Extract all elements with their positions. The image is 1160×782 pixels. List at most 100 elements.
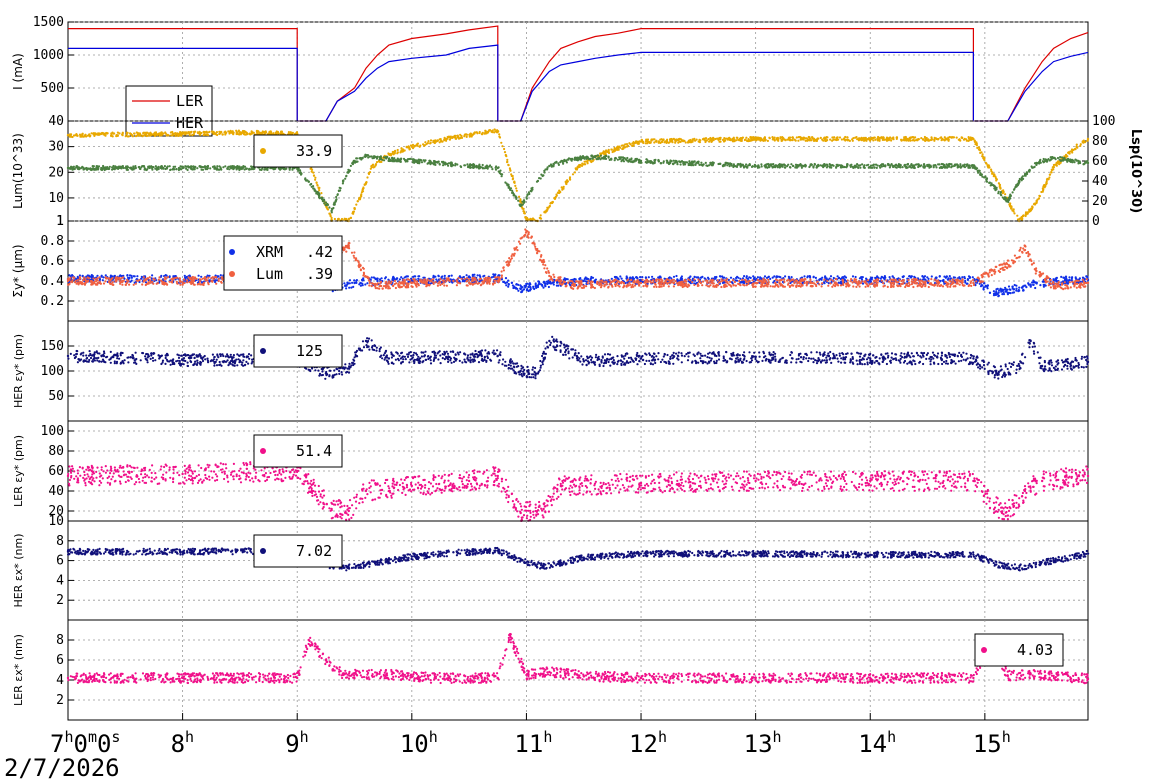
data-point	[923, 166, 926, 169]
data-point	[953, 276, 957, 279]
data-point	[908, 165, 911, 168]
data-point	[145, 168, 148, 172]
data-point	[923, 163, 926, 166]
data-point	[140, 166, 143, 169]
data-point	[583, 157, 586, 160]
series-lum	[66, 128, 1090, 223]
data-point	[1059, 156, 1062, 159]
y-tick-label: 0.6	[41, 254, 64, 269]
data-point	[808, 275, 811, 278]
data-point	[148, 166, 151, 169]
data-point	[157, 165, 160, 168]
data-point	[192, 130, 196, 133]
data-point	[513, 181, 516, 184]
data-point	[718, 140, 721, 143]
panel-frame	[67, 21, 1089, 122]
data-point	[672, 137, 676, 140]
data-point	[1004, 193, 1007, 196]
data-point	[1084, 141, 1087, 144]
data-point	[932, 164, 935, 167]
data-point	[515, 189, 518, 192]
data-point	[72, 167, 75, 170]
y-tick-label: 30	[48, 140, 64, 155]
panel-frame	[67, 120, 1089, 222]
data-point	[735, 139, 738, 142]
data-point	[434, 275, 437, 278]
data-point	[343, 282, 346, 285]
data-point	[134, 135, 138, 138]
y-tick-label: 500	[41, 81, 64, 96]
data-point	[1015, 185, 1018, 188]
data-point	[1038, 194, 1041, 197]
data-point	[791, 136, 795, 140]
data-point	[396, 277, 399, 280]
data-point	[797, 139, 800, 142]
data-point	[185, 275, 188, 279]
value-box-marker	[260, 148, 266, 154]
data-point	[962, 138, 966, 141]
data-point	[961, 276, 964, 279]
data-point	[950, 166, 953, 169]
data-point	[249, 133, 252, 136]
data-point	[379, 155, 382, 158]
data-point	[697, 140, 700, 143]
data-point	[983, 159, 986, 162]
data-point	[732, 136, 735, 139]
data-point	[318, 189, 321, 192]
data-point	[1008, 205, 1012, 208]
data-point	[764, 138, 767, 141]
data-point	[454, 137, 458, 140]
data-point	[1027, 283, 1030, 286]
data-point	[988, 181, 991, 184]
data-point	[748, 139, 751, 142]
data-point	[1073, 161, 1076, 164]
data-point	[355, 279, 358, 282]
data-point	[659, 162, 663, 165]
data-point	[1032, 279, 1035, 282]
data-point	[883, 277, 886, 280]
data-point	[539, 214, 542, 217]
data-point	[312, 171, 315, 174]
data-point	[1028, 169, 1031, 172]
data-point	[221, 133, 224, 136]
data-point	[426, 142, 429, 145]
data-point	[252, 131, 255, 134]
data-point	[574, 278, 577, 281]
data-point	[312, 187, 315, 190]
data-point	[1063, 276, 1066, 279]
data-point	[695, 138, 698, 141]
data-point	[451, 135, 455, 138]
data-point	[885, 138, 889, 141]
data-point	[859, 166, 862, 169]
data-point	[557, 284, 560, 287]
data-point	[965, 138, 968, 141]
data-point	[498, 133, 501, 136]
data-point	[552, 162, 555, 165]
data-point	[85, 167, 88, 170]
data-point	[372, 163, 375, 166]
data-point	[861, 282, 865, 285]
data-point	[172, 167, 175, 170]
data-point	[625, 145, 628, 148]
data-point	[505, 155, 508, 158]
data-point	[522, 199, 526, 202]
data-point	[525, 282, 528, 286]
data-point	[745, 166, 749, 169]
data-point	[420, 161, 424, 164]
data-point	[728, 165, 731, 168]
data-point	[997, 192, 1000, 195]
data-point	[700, 161, 703, 164]
data-point	[1077, 162, 1080, 165]
data-point	[714, 276, 718, 279]
data-point	[498, 170, 501, 173]
data-point	[97, 167, 100, 170]
data-point	[523, 212, 527, 215]
data-point	[360, 193, 363, 196]
data-point	[771, 276, 774, 279]
data-point	[88, 134, 91, 137]
data-point	[493, 128, 496, 131]
data-point	[1056, 156, 1060, 160]
data-point	[557, 162, 560, 165]
data-point	[465, 133, 468, 136]
data-point	[637, 158, 640, 161]
